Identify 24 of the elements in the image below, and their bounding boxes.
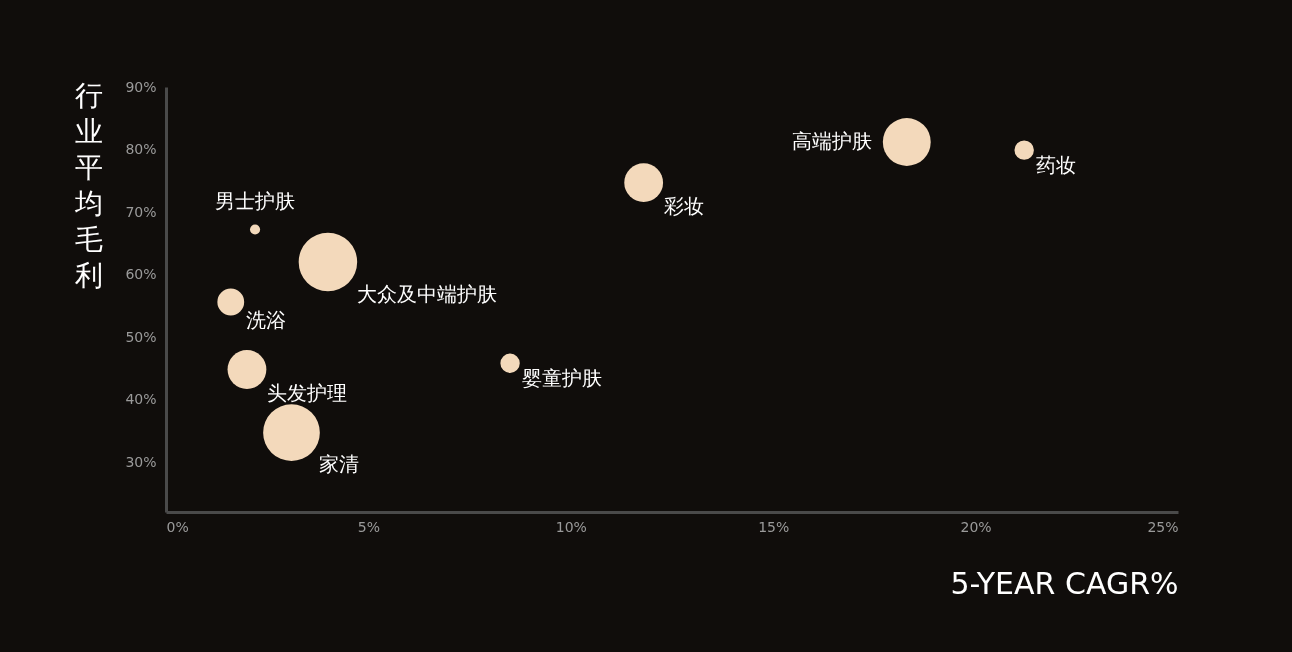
- y-tick-label: 30%: [125, 453, 157, 470]
- y-tick-label: 50%: [125, 328, 157, 345]
- y-tick-label: 90%: [125, 78, 157, 95]
- x-tick-label: 20%: [960, 518, 992, 535]
- annotation: 头发护理: [267, 380, 348, 405]
- y-tick-label: 80%: [125, 141, 157, 157]
- x-tick-label: 5%: [357, 518, 381, 535]
- x-tick-label: 15%: [758, 518, 790, 535]
- y-tick-label: 60%: [125, 266, 157, 282]
- x-tick-label: 10%: [555, 518, 587, 535]
- y-tick-label: 40%: [125, 391, 157, 407]
- y-axis-title: 行业平均毛利: [73, 78, 103, 292]
- annotation: 婴童护肤: [522, 366, 603, 391]
- annotation: 大众及中端护肤: [356, 281, 497, 306]
- x-axis-title: 5-YEAR CAGR%: [950, 565, 1179, 601]
- y-tick-label: 70%: [125, 203, 157, 220]
- x-tick-label: 25%: [1147, 518, 1179, 535]
- annotation: 家清: [319, 451, 360, 476]
- annotation: 洗浴: [246, 308, 287, 333]
- x-tick-label: 0%: [166, 518, 189, 535]
- annotation: 高端护肤: [791, 129, 872, 153]
- annotation: 彩妆: [664, 194, 705, 219]
- annotation: 男士护肤: [215, 188, 296, 213]
- annotation: 药妆: [1036, 153, 1077, 178]
